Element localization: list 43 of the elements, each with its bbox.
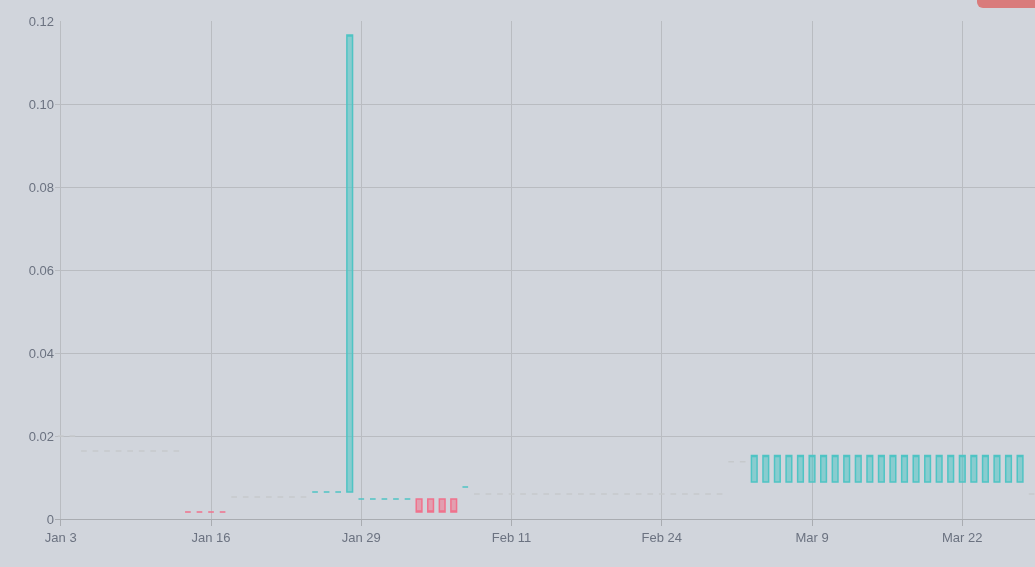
candlestick [981,454,989,483]
candlestick [866,454,874,483]
candlestick [993,454,1001,483]
candlestick [970,454,978,483]
candlestick [750,454,758,483]
candlestick [831,454,839,483]
x-tick-label: Mar 22 [942,529,983,545]
candlestick [773,454,781,483]
candlestick [935,454,943,483]
y-tick-label: 0.08 [28,179,54,195]
candlestick [762,454,770,483]
candlestick [900,454,909,483]
x-tick-label: Feb 24 [641,529,683,545]
candlestick [415,498,423,513]
candlestick [912,454,920,483]
candlestick [877,454,885,483]
x-tick-label: Jan 3 [44,529,77,545]
y-tick-label: 0.06 [28,262,54,278]
candlestick [796,454,805,483]
candlestick [958,454,966,483]
y-tick-label: 0.04 [28,345,54,361]
y-tick-label: 0.02 [28,428,54,444]
candlestick [450,498,458,513]
candlestick [947,454,955,483]
x-tick-label: Jan 16 [191,529,231,545]
candlestick [346,34,354,493]
candlestick [1016,454,1024,483]
candlestick [785,454,793,483]
candlestick [1004,454,1013,483]
candlestick [427,498,435,513]
candlestick [820,454,828,483]
candlestick [889,454,897,483]
x-tick-label: Mar 9 [795,529,829,545]
candlestick [438,498,446,513]
candlestick [854,454,862,483]
x-tick-label: Jan 29 [341,529,381,545]
y-tick-label: 0.10 [28,96,54,112]
candlestick [843,454,851,483]
candlestick [808,454,816,483]
candlestick [924,454,932,483]
y-tick-label: 0.12 [28,13,54,29]
x-tick-label: Feb 11 [491,529,532,545]
y-tick-label: 0 [46,511,54,527]
